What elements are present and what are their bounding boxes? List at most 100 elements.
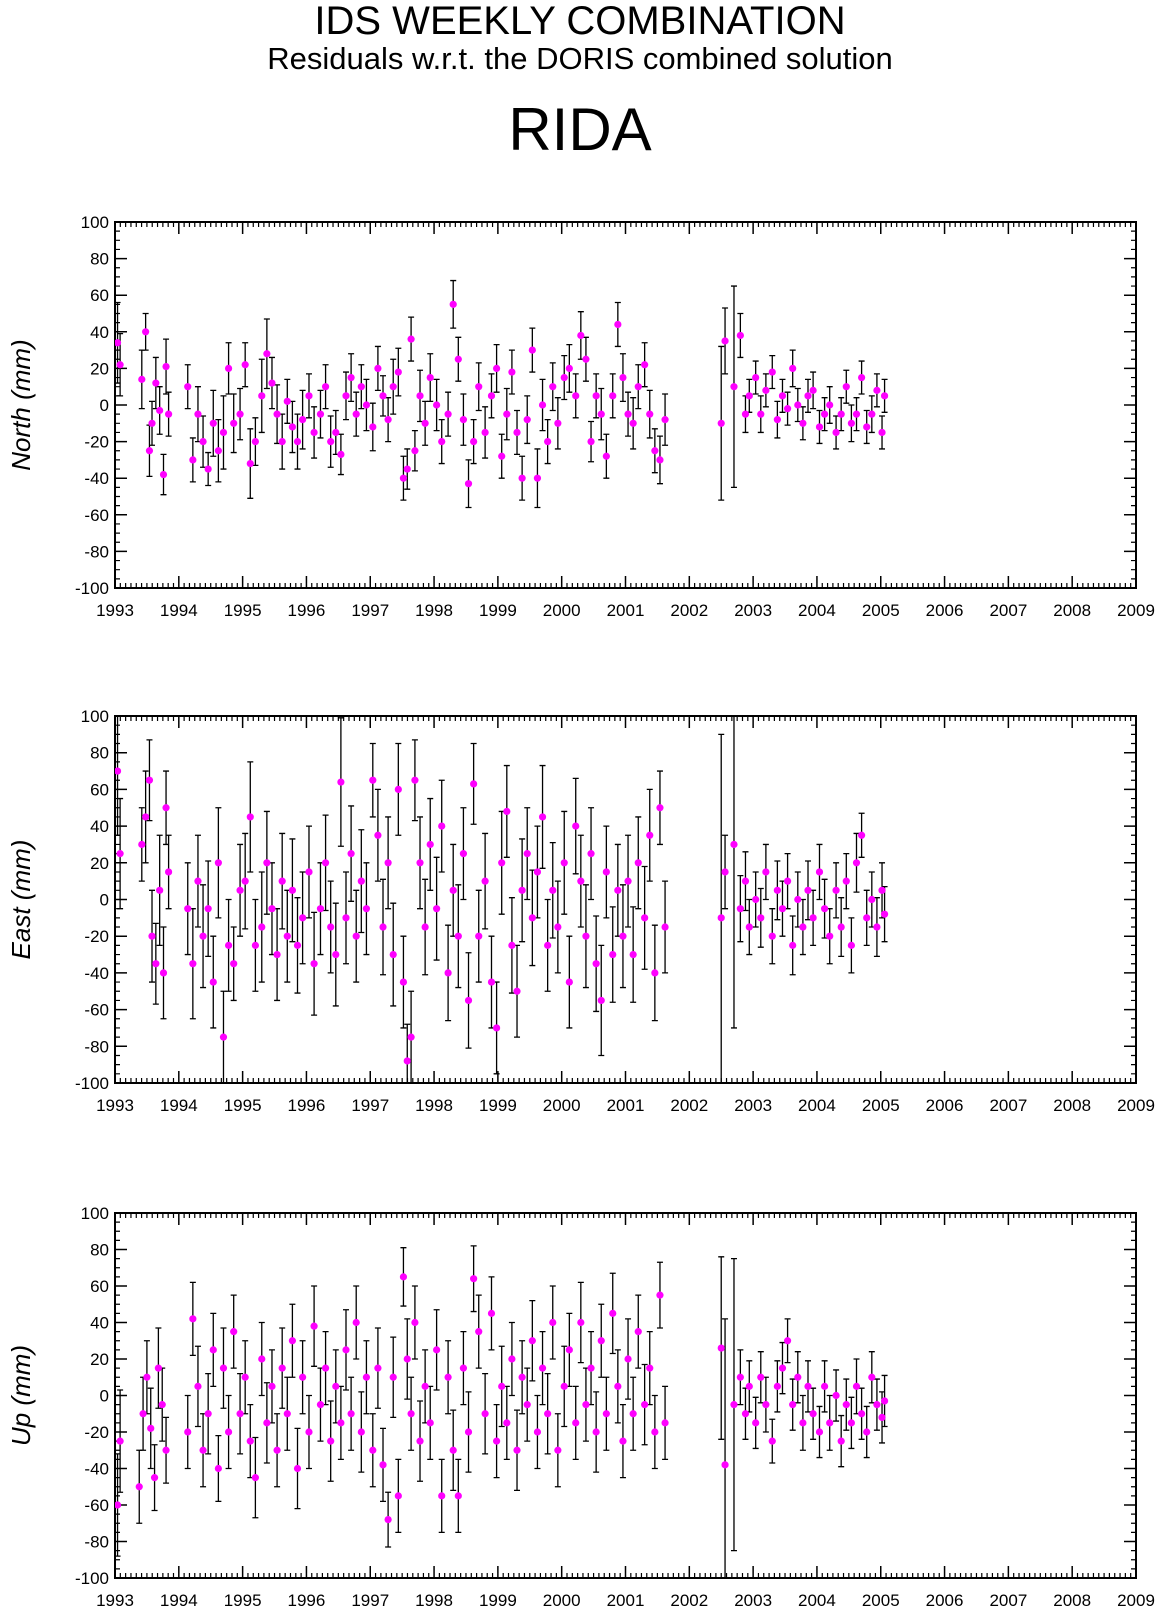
y-tick-label: 100	[81, 213, 109, 232]
data-point	[273, 410, 281, 418]
data-point	[518, 474, 526, 482]
data-point	[533, 1428, 542, 1436]
data-point	[863, 914, 871, 922]
data-point	[403, 1057, 411, 1065]
data-point	[251, 438, 259, 446]
data-point	[837, 410, 845, 418]
data-point	[156, 406, 164, 415]
data-point	[481, 877, 489, 885]
data-point	[745, 923, 753, 931]
y-tick-label: 60	[90, 1277, 109, 1296]
data-point	[219, 1364, 228, 1372]
y-tick-label: -80	[84, 1533, 109, 1552]
data-point	[433, 905, 441, 913]
data-point	[199, 1446, 207, 1454]
data-point	[794, 401, 802, 409]
y-tick-label: -20	[84, 1423, 109, 1442]
data-point	[538, 1364, 547, 1372]
data-point	[305, 868, 313, 876]
data-point	[572, 822, 580, 830]
data-point	[858, 831, 866, 839]
x-tick-label: 1999	[479, 1096, 517, 1115]
data-point	[389, 383, 397, 391]
data-point	[399, 1273, 408, 1281]
data-point	[804, 886, 812, 894]
data-point	[162, 1446, 170, 1454]
y-tick-label: 20	[90, 854, 109, 873]
data-point	[162, 804, 170, 812]
x-tick-label: 2000	[543, 601, 581, 620]
y-tick-label: -60	[84, 506, 109, 525]
data-point	[189, 456, 197, 464]
y-axis-label: North (mm)	[6, 339, 36, 470]
data-point	[757, 914, 765, 922]
data-point	[327, 438, 335, 446]
station-name: RIDA	[508, 96, 652, 163]
x-tick-label: 2009	[1117, 601, 1155, 620]
x-tick-label: 1995	[224, 1096, 262, 1115]
x-tick-label: 1993	[96, 1591, 134, 1610]
y-tick-label: 20	[90, 1350, 109, 1369]
data-point	[204, 905, 212, 913]
data-point	[646, 410, 654, 418]
data-point	[646, 1364, 654, 1372]
data-point	[717, 419, 725, 427]
data-point	[449, 1446, 457, 1454]
data-point	[544, 941, 552, 949]
data-point	[204, 465, 212, 473]
data-point	[533, 474, 542, 482]
data-point	[268, 379, 276, 387]
data-point	[184, 383, 192, 391]
data-point	[492, 1024, 501, 1032]
data-point	[721, 1461, 729, 1469]
data-point	[293, 1464, 302, 1473]
x-tick-label: 2006	[926, 1591, 964, 1610]
data-point	[162, 362, 170, 371]
data-point	[399, 474, 408, 482]
data-point	[641, 1401, 649, 1409]
data-point	[592, 1428, 600, 1436]
data-point	[730, 1401, 738, 1409]
data-point	[609, 392, 617, 400]
data-point	[464, 480, 473, 488]
data-point	[773, 416, 781, 424]
data-point	[230, 419, 238, 427]
data-point	[656, 804, 664, 812]
data-point	[762, 868, 770, 876]
data-point	[832, 428, 840, 437]
data-point	[389, 950, 397, 959]
data-point	[288, 1337, 296, 1345]
data-point	[768, 368, 776, 376]
data-point	[165, 868, 173, 876]
data-point	[278, 877, 286, 885]
x-tick-label: 2002	[670, 1096, 708, 1115]
x-tick-label: 2000	[543, 1591, 581, 1610]
x-tick-label: 2001	[607, 1591, 645, 1610]
data-point	[158, 1401, 166, 1409]
x-tick-label: 1998	[415, 1096, 453, 1115]
data-point	[518, 886, 526, 894]
data-point	[156, 886, 164, 894]
data-point	[863, 1428, 871, 1436]
data-point	[826, 1419, 834, 1427]
data-point	[572, 392, 580, 400]
data-point	[624, 1355, 632, 1363]
data-point	[475, 1328, 483, 1336]
data-point	[842, 877, 850, 885]
data-point	[646, 831, 654, 839]
data-point	[809, 386, 817, 394]
data-point	[847, 419, 855, 427]
data-point	[614, 1382, 622, 1390]
data-point	[268, 1382, 276, 1390]
data-point	[634, 859, 642, 867]
data-point	[150, 1474, 159, 1482]
x-tick-label: 2008	[1053, 1591, 1091, 1610]
data-point	[209, 1346, 217, 1354]
data-point	[464, 1428, 473, 1436]
data-point	[717, 1344, 725, 1352]
data-point	[449, 886, 457, 894]
data-point	[152, 960, 160, 968]
data-point	[826, 401, 834, 409]
data-point	[717, 914, 725, 922]
data-point	[778, 1364, 787, 1372]
